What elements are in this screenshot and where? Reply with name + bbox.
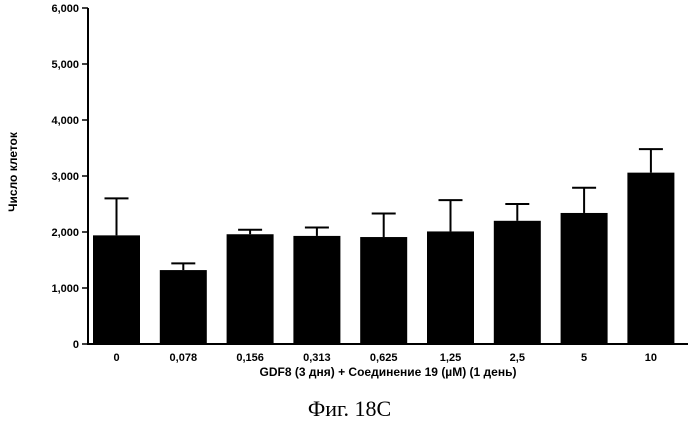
y-axis-title: Число клеток: [6, 131, 20, 212]
bar: [293, 236, 340, 344]
bar: [360, 237, 407, 344]
x-tick-label: 1,25: [440, 352, 461, 364]
y-tick-label: 3,000: [51, 171, 79, 183]
bar: [561, 213, 608, 344]
x-axis-title: GDF8 (3 дня) + Соединение 19 (µM) (1 ден…: [260, 365, 517, 379]
y-tick-label: 2,000: [51, 227, 79, 239]
y-ticks-layer: 0 1,000 2,000 3,000 4,000 5,000 6,000: [51, 3, 88, 351]
x-tick-label: 0,156: [236, 352, 264, 364]
x-tick-label: 0,625: [370, 352, 398, 364]
x-ticks-layer: 0 0,078 0,156 0,313 0,625 1,25 2,5 5 10: [113, 352, 657, 364]
y-tick-label: 1,000: [51, 283, 79, 295]
bar: [627, 173, 674, 344]
bar-chart: 0 1,000 2,000 3,000 4,000 5,000 6,000 0 0,078 0,…: [0, 0, 699, 428]
x-tick-label: 2,5: [510, 352, 525, 364]
x-tick-label: 0,078: [170, 352, 198, 364]
bar: [227, 234, 274, 344]
bar: [427, 231, 474, 344]
bar: [160, 270, 207, 344]
y-tick-label: 5,000: [51, 59, 79, 71]
bars-layer: [93, 173, 674, 344]
x-tick-label: 10: [645, 352, 657, 364]
y-tick-label: 6,000: [51, 3, 79, 15]
bar: [93, 235, 140, 344]
x-tick-label: 5: [581, 352, 587, 364]
x-tick-label: 0,313: [303, 352, 331, 364]
bar: [494, 221, 541, 344]
x-tick-label: 0: [113, 352, 119, 364]
figure-caption: Фиг. 18C: [0, 396, 699, 422]
y-tick-label: 4,000: [51, 115, 79, 127]
y-tick-label: 0: [73, 339, 79, 351]
